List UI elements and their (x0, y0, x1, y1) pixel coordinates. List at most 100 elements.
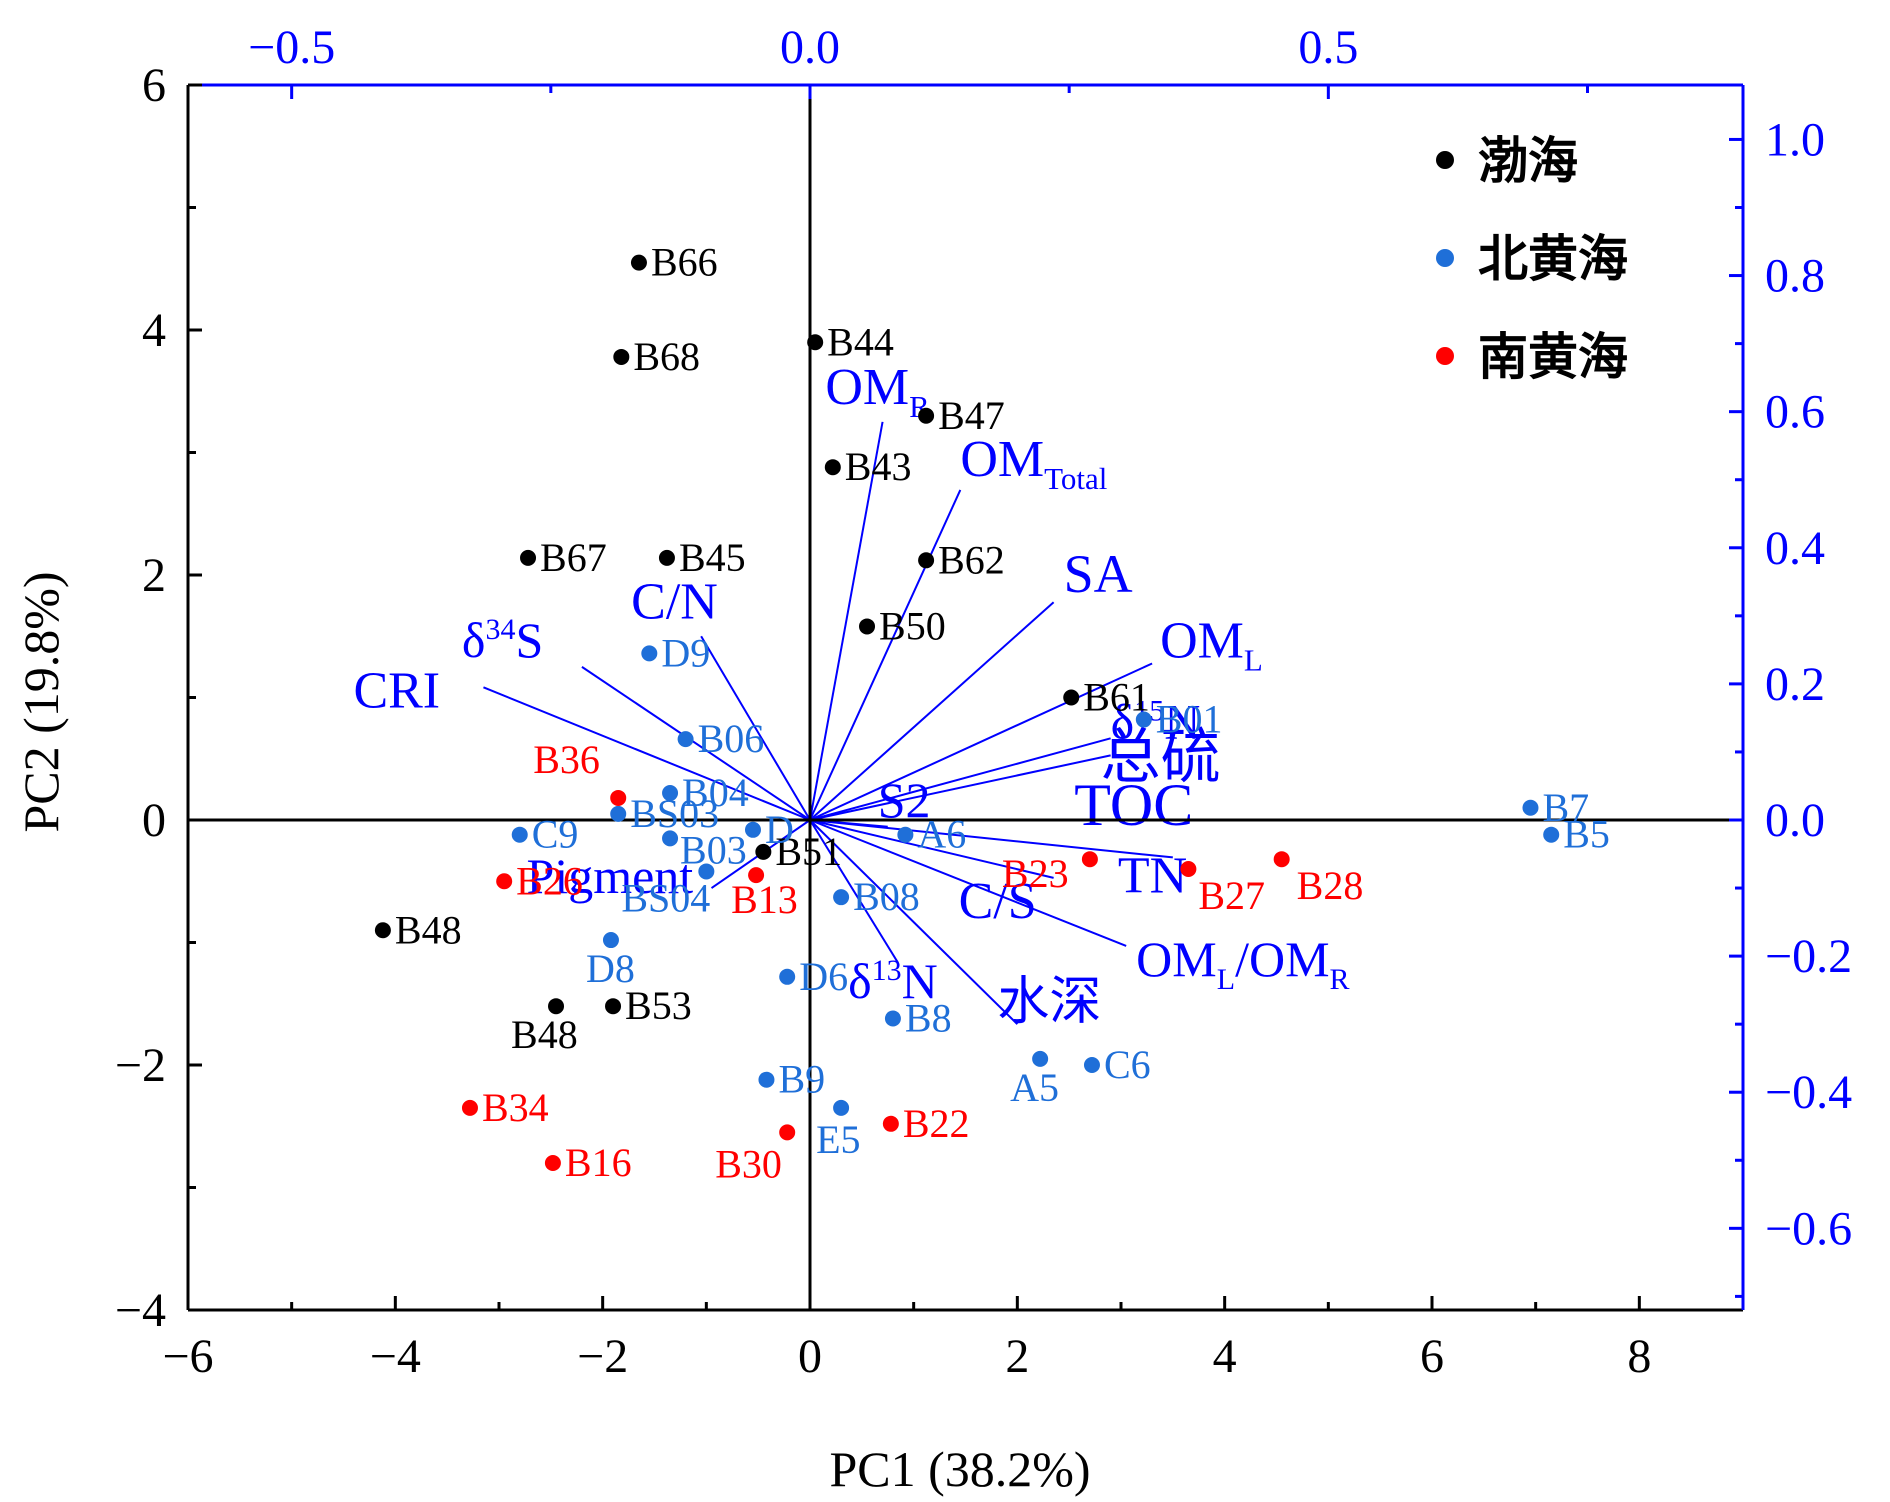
score-point-label: B66 (651, 240, 718, 285)
score-point (374, 922, 391, 939)
x-tick-label: 4 (1213, 1330, 1237, 1383)
y-axis-label: PC2 (19.8%) (13, 571, 69, 832)
x-tick-label: −6 (162, 1330, 213, 1383)
score-point (662, 830, 679, 847)
score-point (1543, 826, 1560, 843)
legend-marker (1436, 347, 1454, 365)
loading-vector-line (809, 754, 1111, 821)
score-point (630, 254, 647, 271)
score-point-label: BS04 (621, 875, 710, 920)
score-point (461, 1099, 478, 1116)
score-point-label: B45 (679, 535, 746, 580)
loading-label: CRI (353, 662, 440, 719)
loading-label: 水深 (997, 974, 1101, 1031)
score-point (897, 826, 914, 843)
loading-vector-line (700, 635, 811, 821)
score-point (833, 1099, 850, 1116)
loading-y-tick-label: 0.8 (1765, 250, 1825, 303)
score-point (1083, 1057, 1100, 1073)
x-tick-label: −4 (370, 1330, 421, 1383)
score-point-label: B28 (1297, 863, 1364, 908)
loading-y-tick-label: 0.6 (1765, 386, 1825, 439)
legend-label: 南黄海 (1478, 328, 1628, 386)
score-point-label: B7 (1542, 785, 1589, 830)
score-point-label: B68 (633, 334, 700, 379)
score-point-label: D6 (799, 954, 848, 999)
loading-y-tick-label: −0.2 (1765, 930, 1852, 983)
loading-vector-line (809, 819, 1019, 1025)
score-point (779, 968, 796, 985)
loading-y-tick-label: −0.6 (1765, 1202, 1852, 1255)
loading-vector-line (581, 666, 811, 821)
x-tick-label: 0 (798, 1330, 822, 1383)
y-tick-label: 6 (142, 59, 166, 112)
loading-label: SA (1064, 544, 1133, 604)
loading-label: C/S (959, 873, 1037, 930)
score-point-label: A6 (917, 812, 966, 857)
loading-label: 总硫 (1101, 724, 1221, 790)
score-point (610, 805, 627, 822)
loading-label: TOC (1074, 772, 1193, 838)
score-point (882, 1115, 899, 1132)
score-point (918, 552, 935, 569)
score-point-label: B23 (1002, 851, 1069, 896)
score-point (496, 873, 513, 890)
loading-y-tick-label: 1.0 (1765, 113, 1825, 166)
x-tick-label: 6 (1420, 1330, 1444, 1383)
score-point (824, 459, 841, 476)
score-point-label: B26 (516, 858, 583, 903)
loading-label: OMR (825, 359, 930, 424)
y-tick-label: 2 (142, 549, 166, 602)
loading-label: OML/OMR (1136, 931, 1349, 996)
score-point-label: B48 (395, 907, 462, 952)
score-point-label: B9 (778, 1057, 825, 1102)
x-tick-label: 2 (1005, 1330, 1029, 1383)
loading-label: S2 (878, 772, 931, 828)
score-point-label: B04 (682, 770, 749, 815)
score-point (1081, 851, 1098, 868)
score-point-label: B34 (482, 1085, 549, 1130)
loading-vector-line (809, 662, 1153, 821)
score-point (884, 1010, 901, 1027)
score-point (662, 785, 679, 802)
score-point-label: B08 (853, 874, 920, 919)
legend-marker (1436, 151, 1454, 169)
loading-vector-line (809, 421, 884, 821)
score-point-label: B61 (1083, 675, 1150, 720)
loading-vector-line (809, 489, 962, 821)
legend-label: 北黄海 (1478, 230, 1628, 288)
loading-x-tick-label: 0.0 (780, 21, 840, 74)
score-point (859, 618, 876, 635)
score-point-label: B27 (1198, 873, 1265, 918)
score-point-label: B47 (938, 393, 1005, 438)
score-point (1063, 689, 1080, 706)
loading-y-tick-label: 0.0 (1765, 794, 1825, 847)
loading-label: δ34S (462, 612, 543, 668)
loading-label: Pigment (527, 848, 694, 904)
score-point-label: B5 (1563, 812, 1610, 857)
score-point (544, 1155, 561, 1171)
loading-y-tick-label: −0.4 (1765, 1066, 1852, 1119)
score-point (744, 821, 761, 838)
score-point-label: BS03 (630, 791, 719, 836)
score-point-label: E5 (816, 1117, 860, 1162)
loading-vector-line (809, 819, 1054, 879)
score-point (610, 789, 627, 806)
x-tick-label: 8 (1627, 1330, 1651, 1383)
score-point-label: B30 (715, 1141, 782, 1186)
score-point (833, 889, 850, 906)
score-point (641, 645, 658, 662)
loading-vector-line (483, 686, 811, 821)
score-point (918, 407, 935, 424)
score-point (613, 348, 630, 365)
score-point-label: B62 (938, 537, 1005, 582)
score-point-label: B50 (879, 603, 946, 648)
loading-label: C/N (631, 573, 718, 630)
score-point (755, 843, 772, 860)
score-point-label: B48 (511, 1012, 578, 1057)
score-point-label: B44 (827, 319, 894, 364)
loading-vector-line (809, 601, 1055, 821)
score-point (602, 932, 619, 949)
score-point-label: B8 (905, 995, 952, 1040)
